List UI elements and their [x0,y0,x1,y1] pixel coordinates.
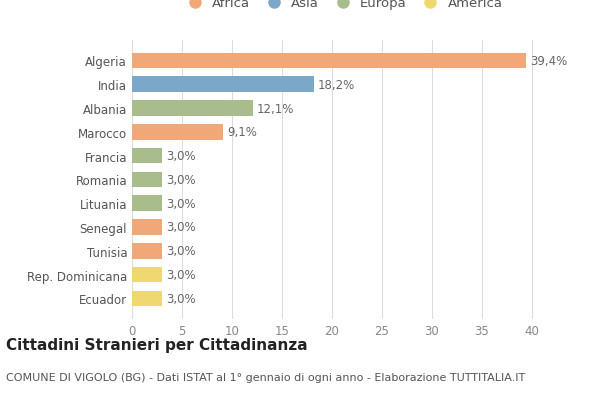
Legend: Africa, Asia, Europa, America: Africa, Asia, Europa, America [182,0,502,10]
Bar [132,220,162,235]
Text: 9,1%: 9,1% [227,126,257,139]
Bar [132,125,223,140]
Bar [132,148,162,164]
Bar [132,267,162,283]
Text: 3,0%: 3,0% [166,197,196,210]
Bar [132,243,162,259]
Text: COMUNE DI VIGOLO (BG) - Dati ISTAT al 1° gennaio di ogni anno - Elaborazione TUT: COMUNE DI VIGOLO (BG) - Dati ISTAT al 1°… [6,372,525,382]
Text: 3,0%: 3,0% [166,221,196,234]
Text: 3,0%: 3,0% [166,150,196,163]
Text: 3,0%: 3,0% [166,173,196,187]
Text: 18,2%: 18,2% [318,79,355,92]
Bar [132,291,162,306]
Bar [132,196,162,211]
Text: 3,0%: 3,0% [166,292,196,305]
Bar [132,172,162,188]
Bar [132,101,253,117]
Bar [132,54,526,69]
Text: 3,0%: 3,0% [166,268,196,281]
Text: Cittadini Stranieri per Cittadinanza: Cittadini Stranieri per Cittadinanza [6,337,308,353]
Text: 3,0%: 3,0% [166,245,196,258]
Text: 39,4%: 39,4% [530,55,567,68]
Text: 12,1%: 12,1% [257,102,295,115]
Bar [132,77,314,93]
